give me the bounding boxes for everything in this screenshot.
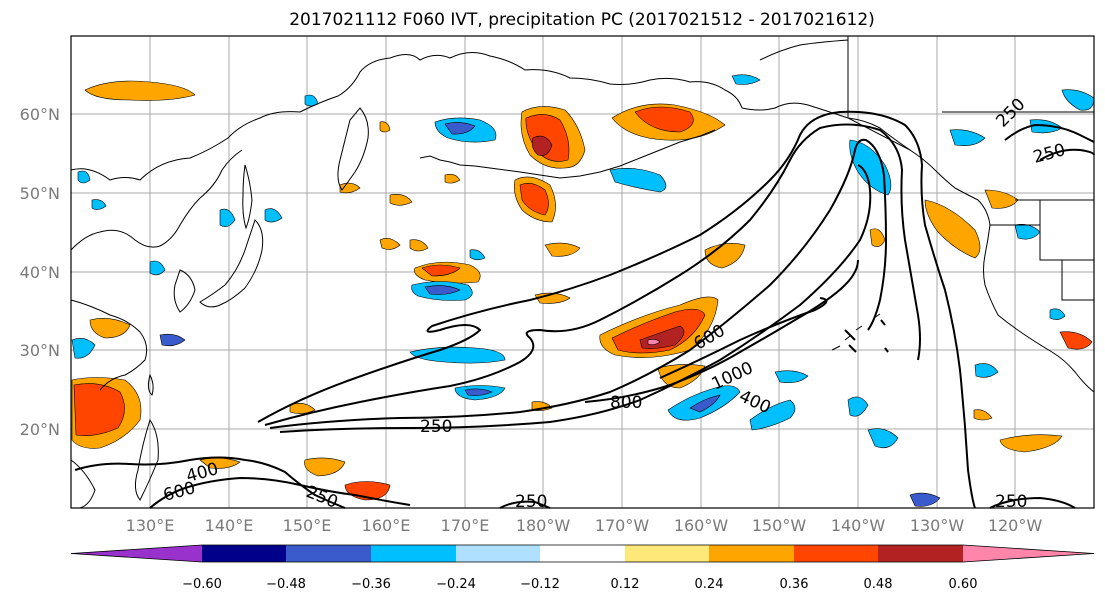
colorbar-outline	[70, 544, 1095, 563]
lat-label: 40°N	[20, 263, 60, 282]
ivt-label: 250	[515, 492, 547, 512]
precip-positive-areas	[71, 80, 1093, 501]
colorbar-tick-label: −0.12	[520, 577, 560, 592]
lon-label: 170°E	[441, 516, 490, 535]
colorbar-tick-label: 0.60	[949, 577, 978, 592]
lon-label: 160°E	[362, 516, 411, 535]
colorbar-bin	[456, 545, 540, 562]
colorbar-bin	[709, 545, 794, 562]
colorbar-tick-label: 0.12	[611, 577, 640, 592]
lon-label: 170°W	[595, 516, 650, 535]
lon-label: 130°W	[910, 516, 965, 535]
colorbar-segments	[70, 544, 1095, 563]
colorbar-extension	[963, 545, 1094, 562]
colorbar-tick-label: 0.48	[864, 577, 893, 592]
colorbar-tick-label: −0.60	[182, 577, 222, 592]
colorbar-ticks: −0.60 −0.48 −0.36 −0.24 −0.12 0.12 0.24 0.36 0.4…	[182, 577, 977, 592]
colorbar-tick-label: −0.48	[266, 577, 306, 592]
colorbar-bin	[286, 545, 371, 562]
lon-label: 120°W	[988, 516, 1043, 535]
precip-negative-areas	[71, 74, 1095, 507]
lat-label: 50°N	[20, 184, 60, 203]
map-panel: 250 250 250 250 250 250 400 400 600 600 …	[70, 35, 1095, 513]
colorbar-bin	[878, 545, 963, 562]
ivt-contours	[74, 110, 1095, 509]
colorbar-bin	[371, 545, 456, 562]
lon-label: 140°W	[831, 516, 886, 535]
colorbar-bin	[540, 545, 625, 562]
lat-label: 20°N	[20, 420, 60, 439]
lon-label: 140°E	[205, 516, 254, 535]
lon-label: 150°E	[283, 516, 332, 535]
longitude-labels: 130°E 140°E 150°E 160°E 170°E 180°W 170°…	[126, 516, 1043, 535]
colorbar-bin	[202, 545, 286, 562]
map-title: 2017021112 F060 IVT, precipitation PC (2…	[289, 10, 875, 30]
lat-label: 60°N	[20, 105, 60, 124]
lon-label: 130°E	[126, 516, 175, 535]
colorbar-tick-label: 0.24	[695, 577, 724, 592]
colorbar-bin	[794, 545, 878, 562]
ivt-label: 800	[610, 393, 642, 413]
colorbar: −0.60 −0.48 −0.36 −0.24 −0.12 0.12 0.24 0.36 0.4…	[70, 544, 1095, 592]
colorbar-tick-label: 0.36	[780, 577, 809, 592]
lon-label: 180°W	[516, 516, 571, 535]
coastlines	[70, 36, 1095, 509]
ivt-label: 250	[420, 417, 452, 437]
map-frame	[70, 35, 1095, 509]
lon-label: 150°W	[752, 516, 807, 535]
latitude-labels: 60°N 50°N 40°N 30°N 20°N	[20, 105, 60, 439]
colorbar-extension	[71, 545, 202, 562]
colorbar-tick-label: −0.24	[436, 577, 476, 592]
colorbar-tick-label: −0.36	[351, 577, 391, 592]
lat-label: 30°N	[20, 341, 60, 360]
colorbar-bin	[625, 545, 709, 562]
lon-label: 160°W	[674, 516, 729, 535]
ivt-label: 250	[995, 492, 1027, 512]
